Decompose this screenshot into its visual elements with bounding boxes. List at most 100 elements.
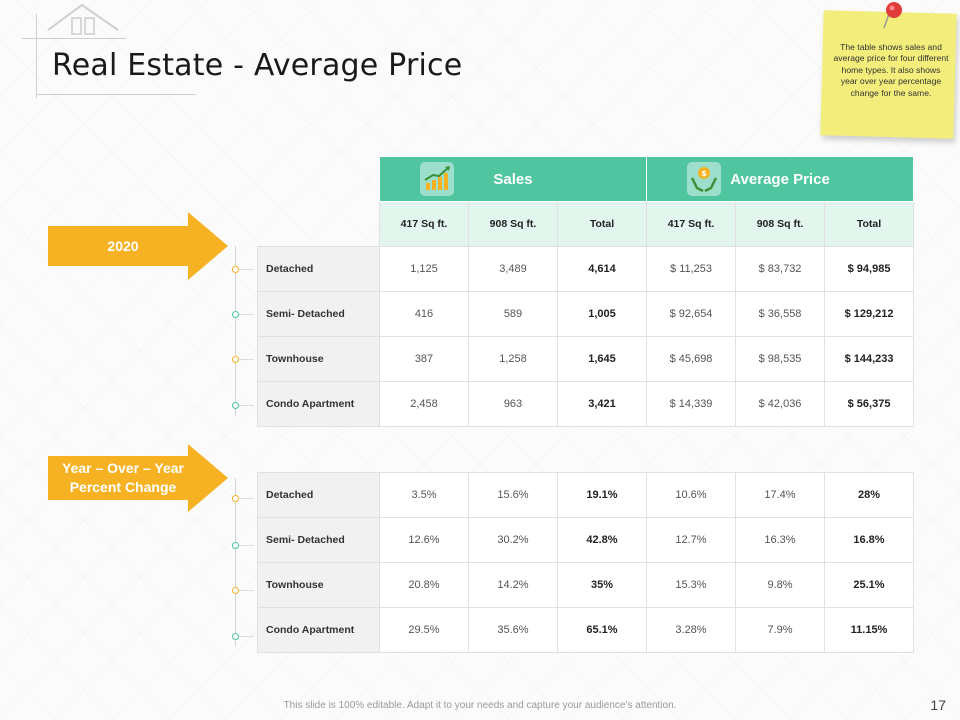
table-cell: 17.4% — [735, 472, 825, 518]
row-label: Detached — [257, 245, 380, 292]
table-cell: $ 14,339 — [646, 380, 737, 427]
corner-cell — [258, 157, 380, 202]
table-cell: 12.6% — [379, 517, 469, 563]
table-cell: $ 36,558 — [735, 290, 826, 337]
row-label: Townhouse — [257, 335, 380, 382]
sales-header: Sales — [378, 156, 648, 202]
timeline-tick — [238, 359, 254, 360]
table-cell: 35.6% — [468, 607, 558, 653]
table-cell: $ 56,375 — [824, 380, 915, 427]
table-cell: 11.15% — [824, 607, 914, 653]
row-label: Semi- Detached — [257, 517, 380, 563]
table-cell: $ 42,036 — [735, 380, 826, 427]
house-outline-icon — [47, 3, 119, 35]
table-cell: 3.5% — [379, 472, 469, 518]
table-cell: 3,421 — [556, 380, 648, 427]
frame-line — [22, 38, 126, 39]
row-label: Condo Apartment — [257, 380, 380, 427]
table-cell: 42.8% — [557, 517, 647, 563]
table-yoy: Detached 3.5% 15.6% 19.1% 10.6% 17.4% 28% Semi-… — [257, 472, 914, 653]
table-cell: 9.8% — [735, 562, 825, 608]
frame-line — [36, 94, 196, 95]
footer-text: This slide is 100% editable. Adapt it to… — [283, 700, 677, 711]
subheader-cell: 908 Sq ft. — [735, 201, 826, 247]
chart-growth-icon — [420, 162, 454, 196]
subheader-cell: 908 Sq ft. — [468, 201, 558, 247]
timeline-dot — [232, 495, 239, 502]
timeline-dot — [232, 266, 239, 273]
section-arrow-2020 — [48, 212, 228, 280]
average-price-header: $ Average Price — [646, 156, 915, 202]
timeline-tick — [238, 545, 254, 546]
section-label-yoy-line2: Percent Change — [69, 479, 177, 495]
section-label-2020: 2020 — [107, 238, 139, 254]
average-price-header-label: Average Price — [730, 170, 830, 188]
subheader-cell: 417 Sq ft. — [379, 201, 469, 247]
table-cell: $ 92,654 — [646, 290, 737, 337]
table-cell: 16.8% — [824, 517, 914, 563]
corner-cell — [258, 202, 380, 247]
table-cell: 7.9% — [735, 607, 825, 653]
table-cell: 65.1% — [557, 607, 647, 653]
table-subheader-row: 417 Sq ft. 908 Sq ft. Total 417 Sq ft. 9… — [258, 201, 915, 247]
table-cell: 14.2% — [468, 562, 558, 608]
note-text: The table shows sales and average price … — [833, 42, 949, 98]
table-cell: 28% — [824, 472, 914, 518]
page-number: 17 — [930, 697, 946, 713]
table-cell: 1,005 — [556, 290, 648, 337]
page-title: Real Estate - Average Price — [52, 48, 463, 83]
svg-text:$: $ — [701, 169, 707, 178]
subheader-cell: Total — [824, 201, 915, 247]
table-cell: 35% — [557, 562, 647, 608]
table-row: Townhouse 387 1,258 1,645 $ 45,698 $ 98,535 $ … — [257, 335, 915, 382]
table-cell: 12.7% — [646, 517, 736, 563]
table-header-row: Sales $ Average Price — [258, 156, 915, 202]
table-row: Condo Apartment 2,458 963 3,421 $ 14,339 $ 42… — [257, 380, 915, 427]
table-cell: $ 144,233 — [824, 335, 915, 382]
table-cell: 589 — [468, 290, 558, 337]
timeline-tick — [238, 498, 254, 499]
timeline-line — [235, 246, 236, 416]
table-cell: 416 — [379, 290, 469, 337]
timeline-tick — [238, 636, 254, 637]
table-cell: 387 — [379, 335, 469, 382]
timeline-dot — [232, 542, 239, 549]
subheader-cell: Total — [556, 201, 648, 247]
table-cell: 4,614 — [556, 245, 648, 292]
row-label: Semi- Detached — [257, 290, 380, 337]
table-cell: 29.5% — [379, 607, 469, 653]
frame-line — [36, 14, 37, 98]
table-cell: 3.28% — [646, 607, 736, 653]
subheader-cell: 417 Sq ft. — [646, 201, 737, 247]
section-arrow-yoy — [48, 444, 228, 512]
table-cell: $ 45,698 — [646, 335, 737, 382]
row-label: Townhouse — [257, 562, 380, 608]
table-cell: 16.3% — [735, 517, 825, 563]
table-cell: 963 — [468, 380, 558, 427]
table-cell: $ 83,732 — [735, 245, 826, 292]
table-cell: 3,489 — [468, 245, 558, 292]
table-2020: Sales $ Average Price 417 Sq ft. 908 Sq … — [257, 156, 915, 427]
sales-header-label: Sales — [493, 170, 533, 188]
table-cell: 2,458 — [379, 380, 469, 427]
timeline-tick — [238, 405, 254, 406]
table-row: Condo Apartment 29.5% 35.6% 65.1% 3.28% 7.9% 1… — [257, 607, 914, 653]
table-cell: 30.2% — [468, 517, 558, 563]
table-cell: 20.8% — [379, 562, 469, 608]
timeline-dot — [232, 587, 239, 594]
table-cell: 19.1% — [557, 472, 647, 518]
push-pin-icon — [883, 2, 902, 29]
timeline-tick — [238, 269, 254, 270]
table-row: Semi- Detached 416 589 1,005 $ 92,654 $ 36,55… — [257, 290, 915, 337]
table-cell: 15.3% — [646, 562, 736, 608]
table-cell: $ 98,535 — [735, 335, 826, 382]
timeline-tick — [238, 590, 254, 591]
timeline-dot — [232, 633, 239, 640]
table-cell: 1,645 — [556, 335, 648, 382]
table-row: Townhouse 20.8% 14.2% 35% 15.3% 9.8% 25.1% — [257, 562, 914, 608]
timeline-dot — [232, 356, 239, 363]
table-row: Detached 3.5% 15.6% 19.1% 10.6% 17.4% 28% — [257, 472, 914, 518]
section-label-yoy-line1: Year – Over – Year — [62, 460, 184, 476]
table-cell: 10.6% — [646, 472, 736, 518]
timeline-dot — [232, 311, 239, 318]
